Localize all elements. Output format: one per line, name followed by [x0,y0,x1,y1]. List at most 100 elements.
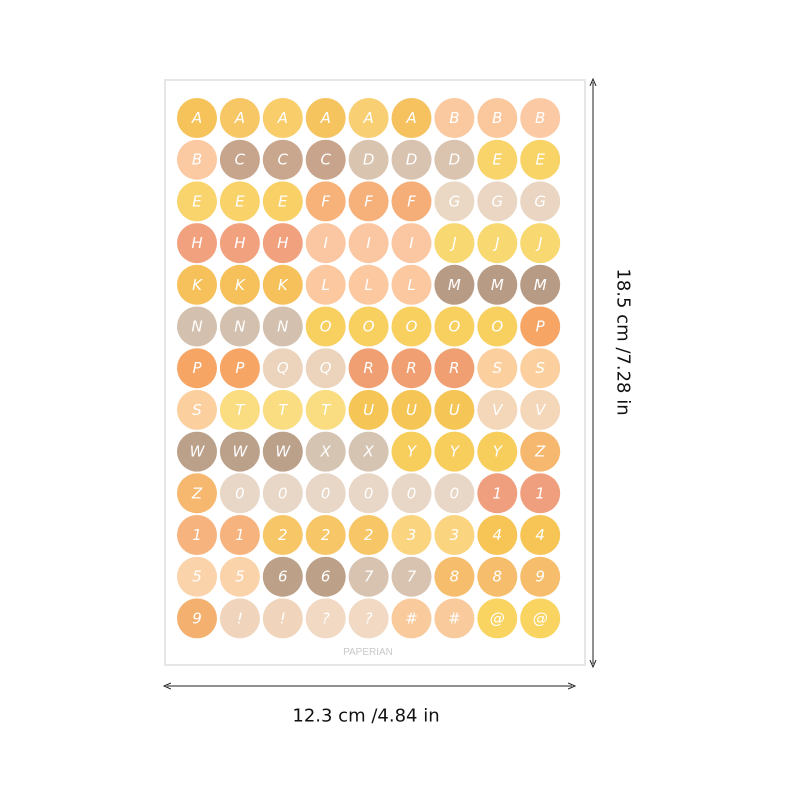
sticker-label: 9 [535,568,545,586]
sticker-label: 6 [278,568,288,586]
sticker [477,139,518,180]
sticker-label: @ [490,609,505,627]
sticker [348,98,389,138]
sticker [520,431,561,472]
sticker [477,431,518,472]
sticker [262,556,303,597]
sticker-label: F [321,192,330,210]
sticker [305,389,346,430]
sticker-label: H [234,234,245,252]
sticker-label: A [234,109,245,127]
sticker [219,473,260,514]
sticker [305,515,346,555]
sticker [348,515,389,555]
sticker [477,306,518,347]
sticker-label: B [492,109,502,127]
sticker-label: # [448,609,461,627]
sticker [391,306,432,347]
sticker [177,348,217,389]
sticker-label: ? [365,609,373,627]
sticker-label: N [191,318,202,336]
sticker-label: I [366,234,371,252]
sticker-label: 2 [278,526,288,544]
sticker [262,473,303,514]
sticker [477,181,518,222]
sticker [219,306,260,347]
sticker [219,389,260,430]
sticker [520,598,561,639]
sticker-label: 1 [192,526,202,544]
sticker-label: C [278,151,289,169]
sticker-label: 5 [192,568,202,586]
sticker [305,348,346,389]
sticker [520,515,561,555]
sticker [177,515,217,555]
sticker-label: 8 [450,568,460,586]
sticker [219,431,260,472]
sticker-label: S [493,359,503,377]
sticker [305,223,346,264]
sticker [305,306,346,347]
sticker-label: E [278,192,288,210]
sticker-label: M [448,276,461,294]
sticker [305,556,346,597]
sticker [520,473,561,514]
sticker-label: A [405,109,416,127]
sticker [520,139,561,180]
sticker [391,515,432,555]
sticker-label: W [275,443,291,461]
sticker-label: # [405,609,418,627]
sticker [434,223,475,264]
sticker [219,348,260,389]
sticker-label: B [449,109,459,127]
sticker [177,98,217,138]
sticker [477,348,518,389]
sticker-label: 0 [321,484,331,502]
sticker-label: V [535,401,547,419]
sticker [219,264,260,305]
sticker-label: I [323,234,328,252]
sticker [391,556,432,597]
sticker [305,264,346,305]
sticker-label: 5 [235,568,245,586]
sticker [434,98,475,138]
sticker [262,98,303,138]
sticker-label: E [493,151,503,169]
sticker-label: 4 [493,526,503,544]
sticker [477,473,518,514]
sticker-label: R [406,359,416,377]
sticker-label: S [192,401,202,419]
sticker-label: E [535,151,545,169]
sticker [391,348,432,389]
sticker-label: B [535,109,545,127]
sticker-label: C [235,151,246,169]
sticker [434,556,475,597]
sticker [262,223,303,264]
sticker [434,181,475,222]
sticker-label: @ [533,609,548,627]
sticker [219,556,260,597]
sticker-label: 2 [321,526,331,544]
sticker [434,306,475,347]
sticker-label: 7 [407,568,417,586]
sticker-label: R [363,359,373,377]
sticker-label: 7 [364,568,374,586]
sticker-label: D [449,151,461,169]
sticker [434,515,475,555]
sticker-label: P [235,359,245,377]
sticker [219,223,260,264]
sticker-label: G [534,192,546,210]
sticker [348,264,389,305]
sticker [434,473,475,514]
sticker [305,181,346,222]
sticker [305,598,346,639]
sticker-label: U [363,401,374,419]
sticker-label: R [449,359,459,377]
sticker [391,139,432,180]
sticker-label: Y [407,443,418,461]
sticker [520,306,561,347]
sticker-label: 4 [535,526,545,544]
sticker-label: D [363,151,375,169]
sticker [391,431,432,472]
sticker [520,264,561,305]
